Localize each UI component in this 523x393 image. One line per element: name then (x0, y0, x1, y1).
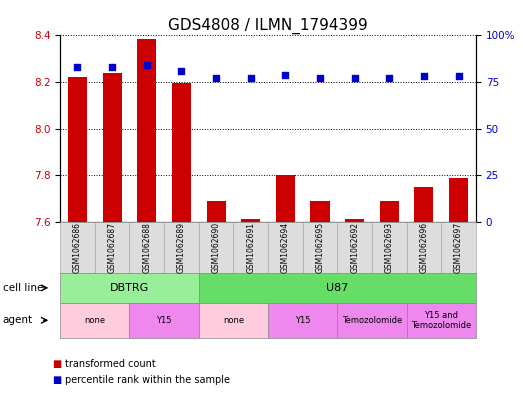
Text: ■: ■ (52, 358, 62, 369)
Text: U87: U87 (326, 283, 348, 293)
Text: GSM1062695: GSM1062695 (315, 222, 324, 273)
Bar (137, 39, 156, 222)
Text: none: none (223, 316, 244, 325)
Title: GDS4808 / ILMN_1794399: GDS4808 / ILMN_1794399 (168, 18, 368, 34)
Point (143, 62, 151, 68)
Point (454, 73, 463, 79)
Text: GSM1062694: GSM1062694 (281, 222, 290, 273)
Text: GSM1062692: GSM1062692 (350, 222, 359, 273)
Bar (414, 187, 434, 222)
Bar (345, 219, 364, 222)
Text: GSM1062687: GSM1062687 (108, 222, 117, 273)
Text: agent: agent (3, 315, 33, 325)
Text: DBTRG: DBTRG (110, 283, 149, 293)
Bar (241, 219, 260, 222)
Text: ■: ■ (52, 375, 62, 385)
Point (108, 64, 116, 70)
Bar (449, 178, 468, 222)
Text: transformed count: transformed count (65, 358, 156, 369)
Bar (172, 83, 191, 222)
Text: GSM1062686: GSM1062686 (73, 222, 82, 273)
Text: percentile rank within the sample: percentile rank within the sample (65, 375, 230, 385)
Text: GSM1062690: GSM1062690 (212, 222, 221, 273)
Point (316, 75, 324, 81)
Point (281, 72, 290, 78)
Text: GSM1062693: GSM1062693 (385, 222, 394, 273)
Text: Y15 and
Temozolomide: Y15 and Temozolomide (411, 310, 471, 330)
Text: GSM1062688: GSM1062688 (142, 222, 151, 273)
Bar (311, 201, 329, 222)
Text: GSM1062689: GSM1062689 (177, 222, 186, 273)
Bar (207, 201, 225, 222)
Point (73, 64, 82, 70)
Point (177, 68, 186, 74)
Text: GSM1062697: GSM1062697 (454, 222, 463, 273)
Text: Y15: Y15 (295, 316, 311, 325)
Text: none: none (84, 316, 105, 325)
Bar (276, 175, 295, 222)
Point (350, 75, 359, 81)
Point (420, 73, 428, 79)
Bar (103, 73, 122, 222)
Point (246, 75, 255, 81)
Text: Temozolomide: Temozolomide (342, 316, 402, 325)
Bar (68, 77, 87, 222)
Text: Y15: Y15 (156, 316, 172, 325)
Point (385, 75, 393, 81)
Text: cell line: cell line (3, 283, 43, 293)
Text: GSM1062691: GSM1062691 (246, 222, 255, 273)
Text: GSM1062696: GSM1062696 (419, 222, 428, 273)
Point (212, 75, 220, 81)
Bar (380, 201, 399, 222)
